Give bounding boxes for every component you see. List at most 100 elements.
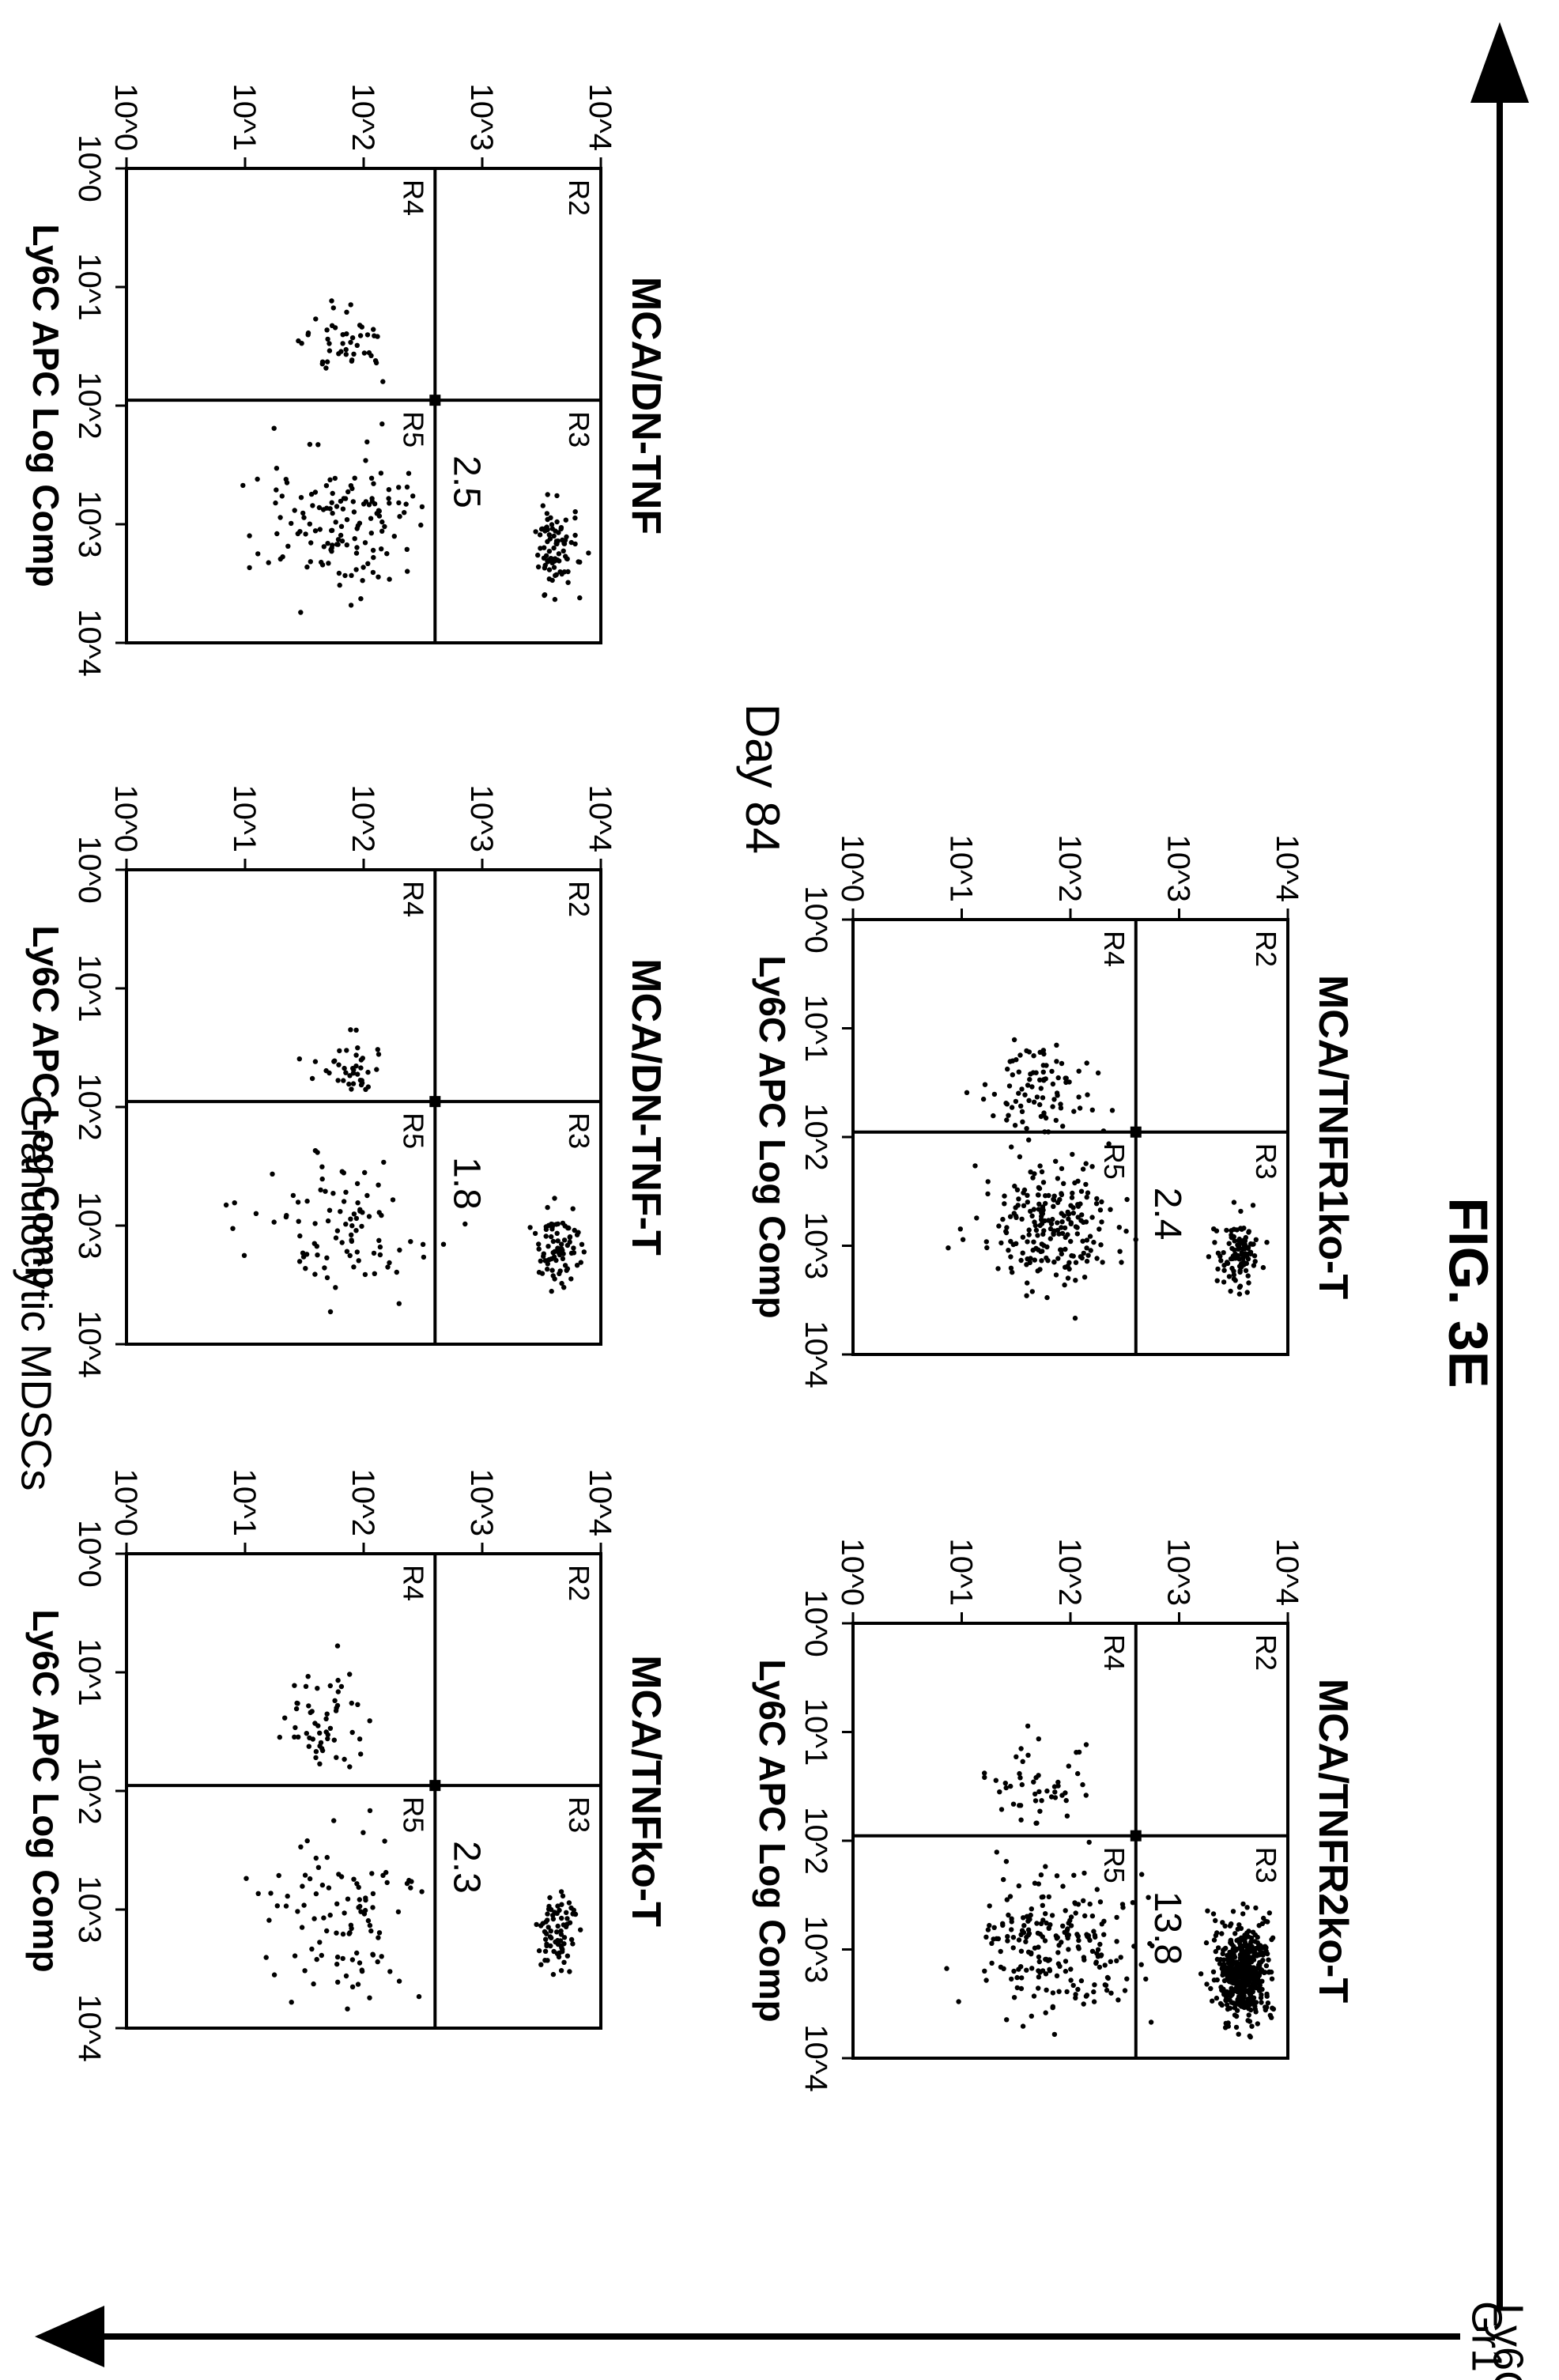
event-dot xyxy=(998,1807,1005,1812)
event-dot xyxy=(1236,1256,1242,1262)
y-tick-label: 10^4 xyxy=(583,1468,617,1536)
event-dot xyxy=(555,1923,561,1929)
event-dot xyxy=(317,1940,323,1945)
event-dot xyxy=(1006,1248,1011,1253)
event-dot xyxy=(1055,1256,1061,1261)
event-dot xyxy=(572,541,578,547)
event-dot xyxy=(358,1065,364,1071)
event-dot xyxy=(982,1082,988,1087)
event-dot xyxy=(1109,1108,1115,1113)
event-dot xyxy=(386,487,392,493)
event-dot xyxy=(1073,1278,1078,1283)
event-dot xyxy=(1008,1265,1014,1271)
event-dot xyxy=(564,556,570,561)
event-dot xyxy=(1043,1115,1049,1121)
event-dot xyxy=(1117,1249,1123,1254)
event-dot xyxy=(382,523,387,530)
event-dot xyxy=(323,1188,328,1194)
event-dot xyxy=(334,1702,341,1709)
event-dot xyxy=(553,528,558,534)
event-dot xyxy=(1244,1905,1250,1910)
y-tick-label: 10^3 xyxy=(1161,834,1196,902)
event-dot xyxy=(360,578,365,584)
event-dot xyxy=(420,1241,426,1248)
event-dot xyxy=(1010,1241,1016,1248)
event-dot xyxy=(1089,1948,1096,1955)
event-dot xyxy=(560,1248,565,1253)
y-tick-label: 10^2 xyxy=(345,1468,380,1536)
event-dot xyxy=(1224,1227,1229,1233)
event-dot xyxy=(554,493,560,499)
event-dot xyxy=(1026,1227,1032,1233)
event-dot xyxy=(1119,1260,1124,1265)
event-dot xyxy=(1078,1218,1084,1223)
event-dot xyxy=(1040,1218,1045,1224)
event-dot xyxy=(1072,1315,1078,1321)
event-dot xyxy=(372,501,378,507)
event-dot xyxy=(1044,1987,1049,1993)
event-dot xyxy=(1018,1746,1024,1751)
event-dot xyxy=(334,1228,341,1233)
event-dot xyxy=(1226,1274,1232,1279)
event-dot xyxy=(555,1238,561,1244)
event-dot xyxy=(1098,1242,1104,1248)
event-dot xyxy=(1114,1958,1119,1964)
event-dot xyxy=(357,1736,363,1742)
event-dot xyxy=(354,1249,360,1255)
event-dot xyxy=(561,1285,567,1290)
event-dot xyxy=(544,1266,550,1272)
event-dot xyxy=(1081,2001,1086,2007)
event-dot xyxy=(1251,1253,1258,1259)
event-dot xyxy=(376,1935,381,1940)
event-dot xyxy=(271,1972,277,1978)
event-dot xyxy=(381,1159,387,1165)
event-dot xyxy=(1114,1914,1119,1921)
event-dot xyxy=(1232,1256,1238,1261)
x-tick-label: 10^2 xyxy=(798,1103,833,1171)
event-dot xyxy=(1036,1773,1041,1778)
event-dot xyxy=(1215,1250,1221,1256)
event-dot xyxy=(361,350,368,356)
event-dot xyxy=(376,1237,382,1244)
event-dot xyxy=(1019,1975,1025,1981)
event-dot xyxy=(1078,1978,1085,1984)
event-dot xyxy=(985,1191,991,1197)
event-dot xyxy=(1091,1989,1097,1995)
event-dot xyxy=(572,1227,577,1233)
event-dot xyxy=(1028,1169,1033,1175)
x-tick-label: 10^2 xyxy=(72,1073,107,1141)
event-dot xyxy=(567,1234,573,1240)
event-dot xyxy=(382,1838,387,1844)
event-dot xyxy=(1102,1963,1108,1968)
event-dot xyxy=(1041,1051,1047,1057)
event-dot xyxy=(1040,1095,1046,1101)
event-dot xyxy=(1053,1272,1059,1278)
event-dot xyxy=(1246,1229,1251,1234)
event-dot xyxy=(349,358,355,364)
event-dot xyxy=(1031,1993,1037,1999)
region-label: R2 xyxy=(1250,1634,1282,1671)
scatter-panel: MCA/TNFko-T 10^010^0 10^1 10^1 10^2 10^2 10^3 1… xyxy=(25,1468,669,2061)
event-dot xyxy=(1255,2021,1260,2027)
event-dot xyxy=(315,1864,322,1871)
event-dot xyxy=(370,1905,376,1910)
event-dot xyxy=(1229,1245,1235,1252)
event-dot xyxy=(555,1245,561,1251)
x-tick-label: 10^3 xyxy=(72,1876,107,1944)
event-dot xyxy=(586,550,591,556)
event-dot xyxy=(375,1047,380,1052)
event-dot xyxy=(319,1882,326,1888)
event-dot xyxy=(1043,1911,1048,1917)
event-dot xyxy=(548,1943,553,1949)
event-dot xyxy=(293,1725,298,1731)
event-dot xyxy=(579,1241,585,1248)
event-dot xyxy=(376,513,383,519)
event-dot xyxy=(1147,1940,1153,1947)
event-dot xyxy=(340,341,345,346)
event-dot xyxy=(1069,1252,1074,1259)
event-dot xyxy=(1034,1921,1040,1926)
event-dot xyxy=(340,1955,345,1962)
x-tick-label: 10^4 xyxy=(798,2024,833,2092)
event-dot xyxy=(360,565,366,570)
event-dot xyxy=(355,1981,361,1987)
